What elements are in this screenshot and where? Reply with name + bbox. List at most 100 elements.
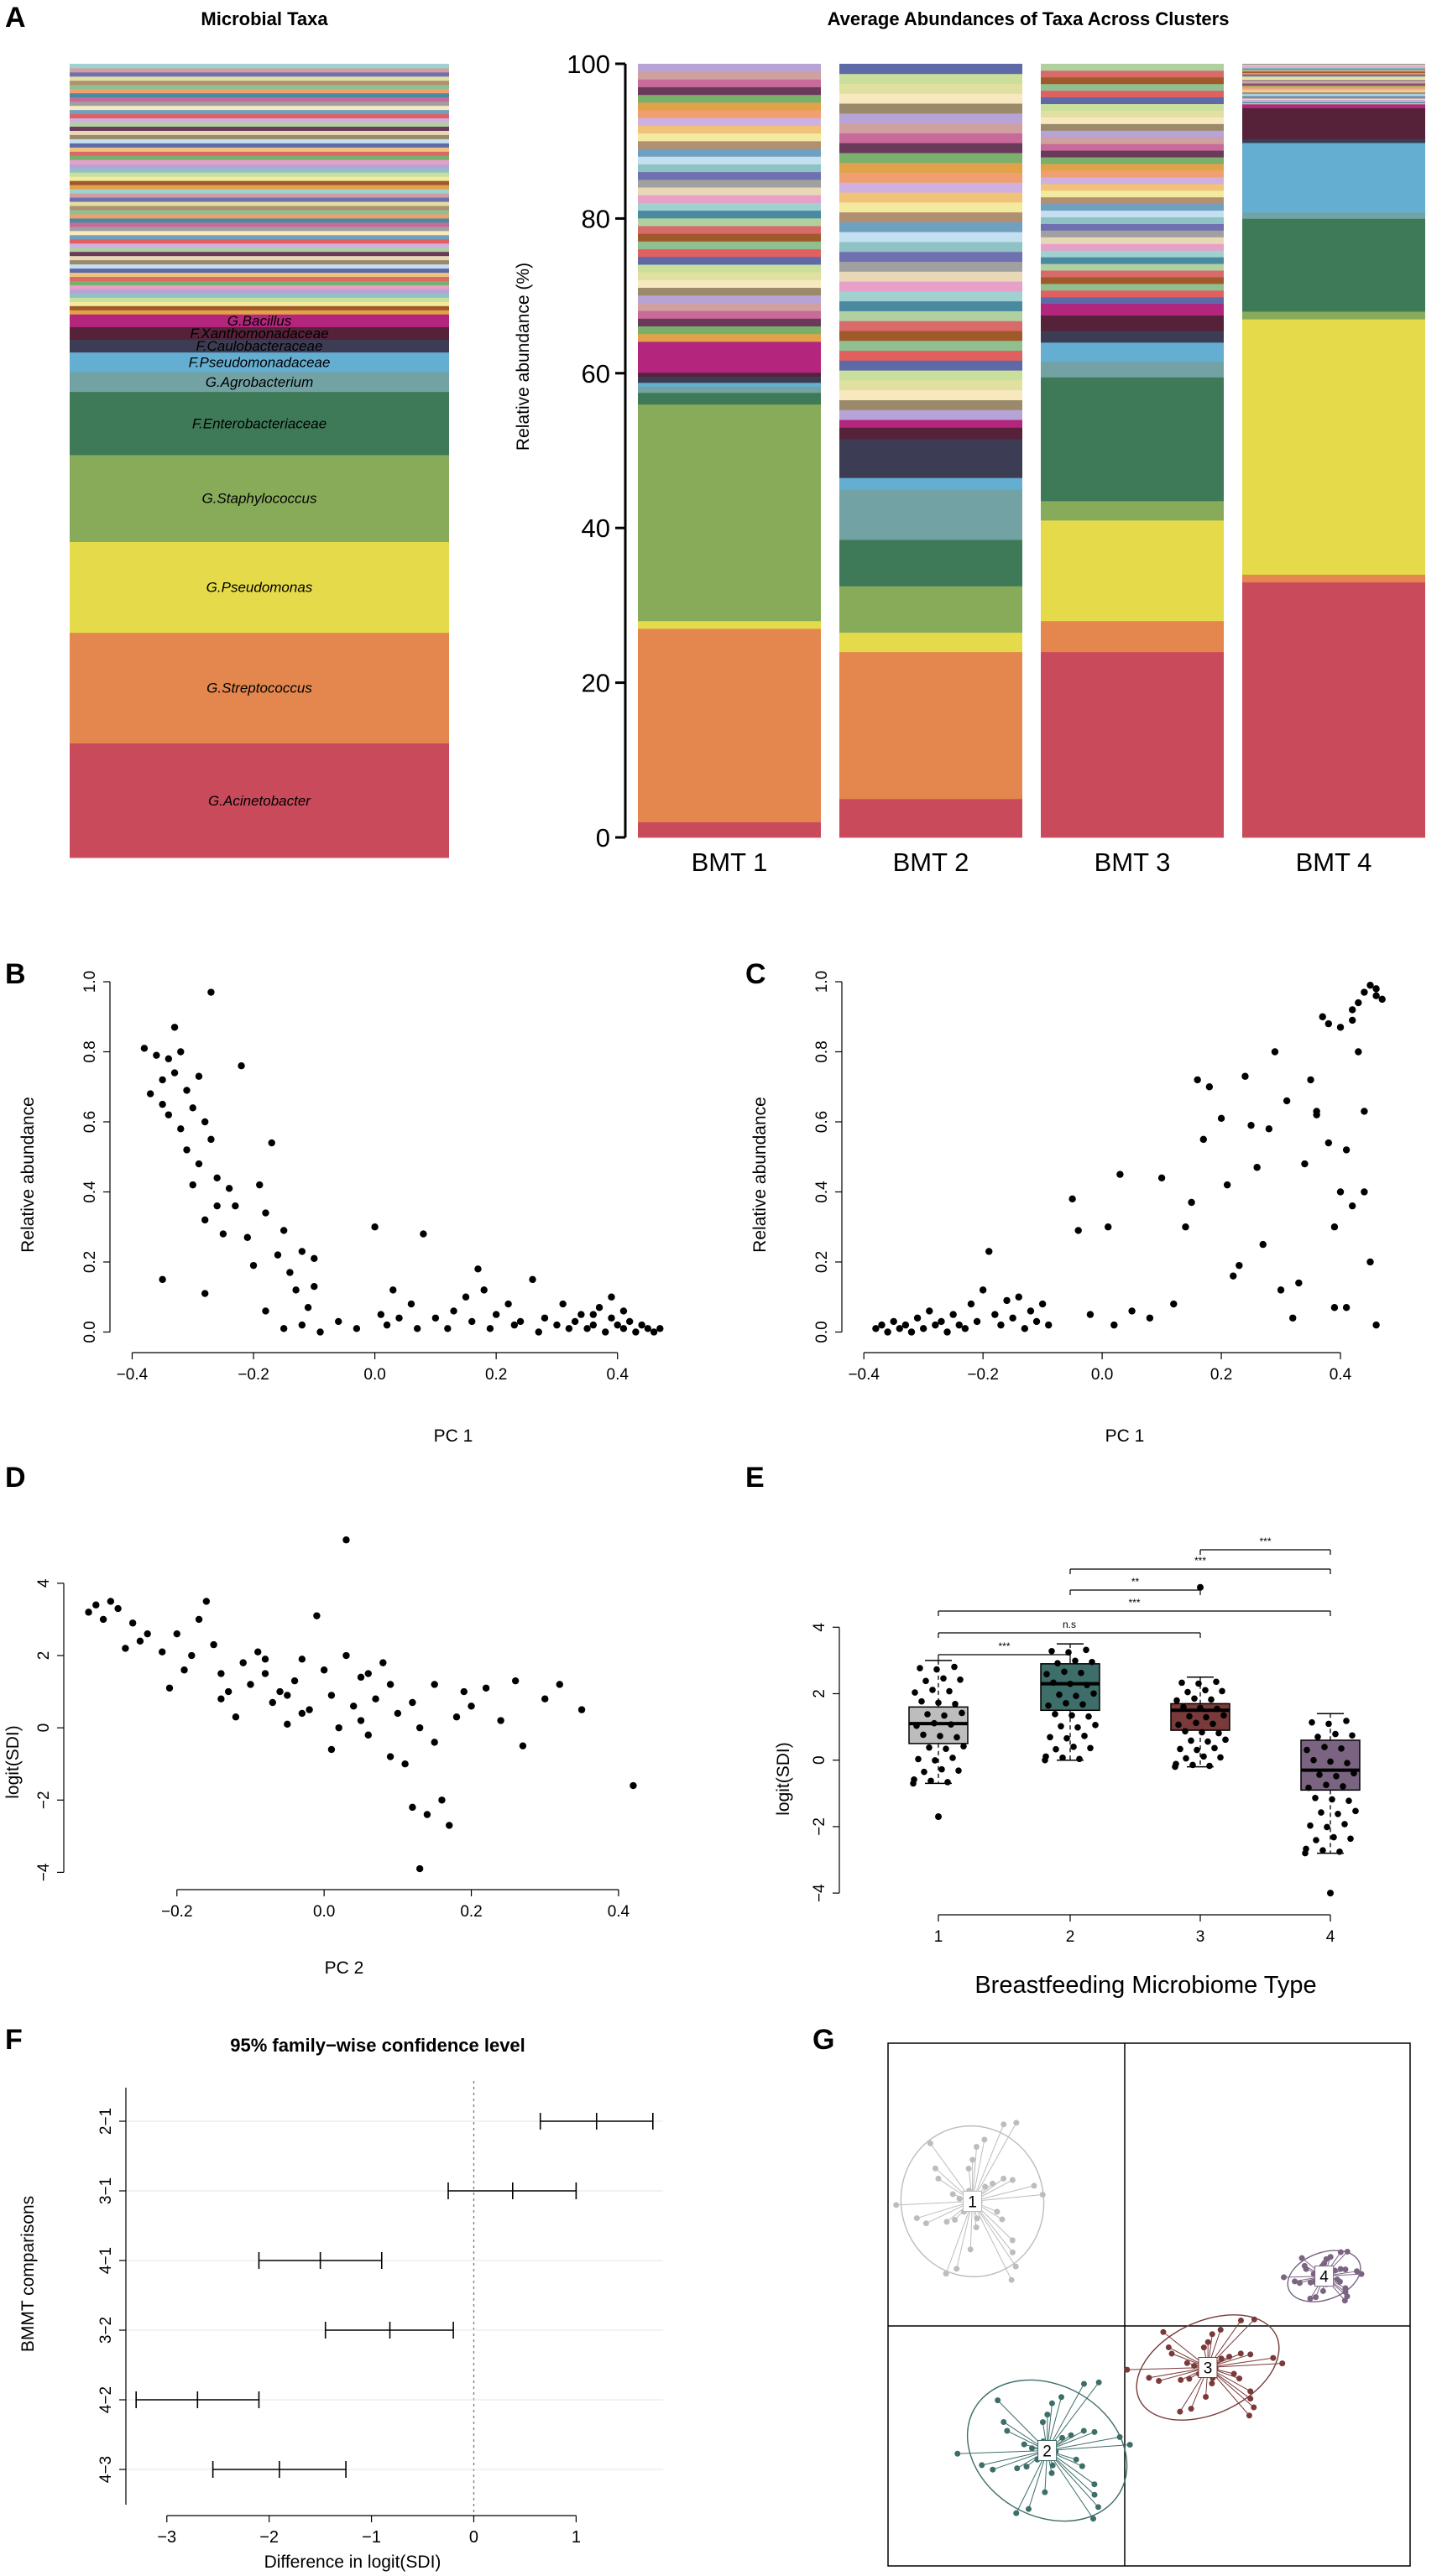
cluster-point	[1237, 2350, 1244, 2357]
scatter-point	[284, 1720, 291, 1729]
scatter-point	[239, 1659, 247, 1666]
cluster-point	[1247, 2351, 1254, 2358]
y-tick-label: 2−1	[97, 2108, 115, 2135]
panel-label-c: C	[745, 958, 766, 990]
scatter-point	[973, 1317, 981, 1326]
box-point	[1180, 1703, 1187, 1711]
cluster-point	[979, 2462, 985, 2469]
scatter-point	[377, 1311, 385, 1318]
scatter-point	[1045, 1321, 1053, 1329]
box-point	[1206, 1762, 1213, 1770]
stacked-minor-segment	[1041, 270, 1224, 278]
box-point	[1072, 1657, 1079, 1665]
scatter-point	[650, 1328, 658, 1336]
scatter-point	[128, 1619, 137, 1627]
cluster-point	[1279, 2360, 1286, 2367]
scatter-point	[136, 1637, 144, 1645]
cluster-spoke	[972, 2122, 1017, 2202]
box-point	[938, 1765, 945, 1773]
box-point	[1083, 1646, 1089, 1654]
stacked-minor-segment	[638, 187, 821, 196]
legend-minor-segment	[70, 263, 449, 269]
legend-label: G.Agrobacterium	[206, 374, 314, 390]
legend-minor-segment	[70, 189, 449, 194]
stacked-minor-segment	[1242, 80, 1425, 82]
scatter-point	[1349, 1202, 1356, 1210]
scatter-point	[280, 1227, 288, 1234]
scatter-point	[1182, 1223, 1189, 1231]
stacked-minor-segment	[839, 350, 1022, 361]
box-point	[1050, 1679, 1057, 1687]
box-point	[1200, 1753, 1207, 1760]
stacked-minor-segment	[1041, 130, 1224, 138]
scatter-point	[201, 1118, 209, 1126]
stacked-minor-segment	[638, 326, 821, 335]
stacked-minor-segment	[839, 399, 1022, 410]
scatter-point	[262, 1307, 269, 1315]
scatter-point	[1336, 1024, 1345, 1031]
y-tick-label: 40	[582, 514, 610, 543]
stacked-minor-segment	[1242, 96, 1425, 98]
box-point	[929, 1687, 936, 1693]
box-point	[1321, 1744, 1328, 1750]
scatter-point	[409, 1698, 416, 1707]
y-tick-label: −2	[35, 1791, 53, 1809]
x-tick-label: 0.4	[608, 1903, 630, 1921]
stacked-segment	[1041, 315, 1224, 331]
scatter-point	[1366, 1258, 1374, 1266]
stacked-minor-segment	[1041, 123, 1224, 131]
legend-minor-segment	[70, 226, 449, 232]
box-point	[917, 1665, 923, 1671]
box-point	[1203, 1713, 1210, 1721]
cluster-spoke	[1047, 2436, 1121, 2451]
stacked-minor-segment	[1242, 76, 1425, 79]
legend-minor-segment	[70, 293, 449, 298]
box	[1300, 1739, 1361, 1791]
legend-minor-segment	[70, 247, 449, 253]
stacked-minor-segment	[1041, 83, 1224, 91]
stacked-segment	[839, 489, 1022, 540]
scatter-point	[189, 1181, 196, 1189]
cluster-point	[1354, 2268, 1361, 2275]
stacked-minor-segment	[1242, 75, 1425, 77]
scatter-point	[438, 1796, 446, 1804]
cluster-label-box	[963, 2191, 982, 2212]
scatter-point	[1277, 1286, 1285, 1294]
cluster-point	[1178, 2376, 1184, 2383]
box-point	[1045, 1702, 1052, 1709]
stacked-segment	[1041, 651, 1224, 838]
legend-minor-segment	[70, 80, 449, 86]
cluster-point	[1237, 2317, 1244, 2323]
stacked-minor-segment	[1242, 93, 1425, 96]
scatter-point	[1378, 995, 1386, 1004]
panel-g: 1 2 3 4	[887, 2042, 1411, 2567]
stacked-minor-segment	[839, 192, 1022, 203]
stacked-minor-segment	[638, 248, 821, 258]
cluster-point	[1001, 2175, 1007, 2182]
scatter-point	[1027, 1307, 1035, 1315]
legend-minor-segment	[70, 255, 449, 261]
stacked-minor-segment	[638, 179, 821, 188]
stacked-minor-segment	[1242, 68, 1425, 70]
scatter-point	[383, 1321, 391, 1329]
cluster-point	[932, 2165, 938, 2172]
cluster-point	[1251, 2404, 1257, 2411]
stacked-minor-segment	[839, 271, 1022, 282]
legend-label: G.Bacillus	[227, 313, 292, 329]
stacked-minor-segment	[839, 83, 1022, 94]
cluster-spoke	[1047, 2383, 1084, 2451]
scatter-point	[638, 1321, 645, 1329]
interval-plot-f: 2−1 3−1 4−1 3−2 4−2 4−3 −3 −2 −1 0 1	[97, 2081, 663, 2547]
cluster-point	[893, 2202, 900, 2208]
y-tick-label: 4	[811, 1623, 828, 1632]
cluster-spoke	[972, 2201, 1016, 2267]
cluster-spoke	[1148, 2367, 1209, 2379]
cluster-point	[1116, 2433, 1123, 2440]
y-tick-label: 2	[35, 1651, 53, 1661]
cluster-spoke	[1047, 2444, 1131, 2451]
scatter-point	[298, 1656, 306, 1663]
sig-label: ***	[1128, 1597, 1140, 1609]
box-point	[1314, 1734, 1321, 1740]
scatter-point	[468, 1703, 475, 1710]
scatter-point	[979, 1286, 987, 1294]
